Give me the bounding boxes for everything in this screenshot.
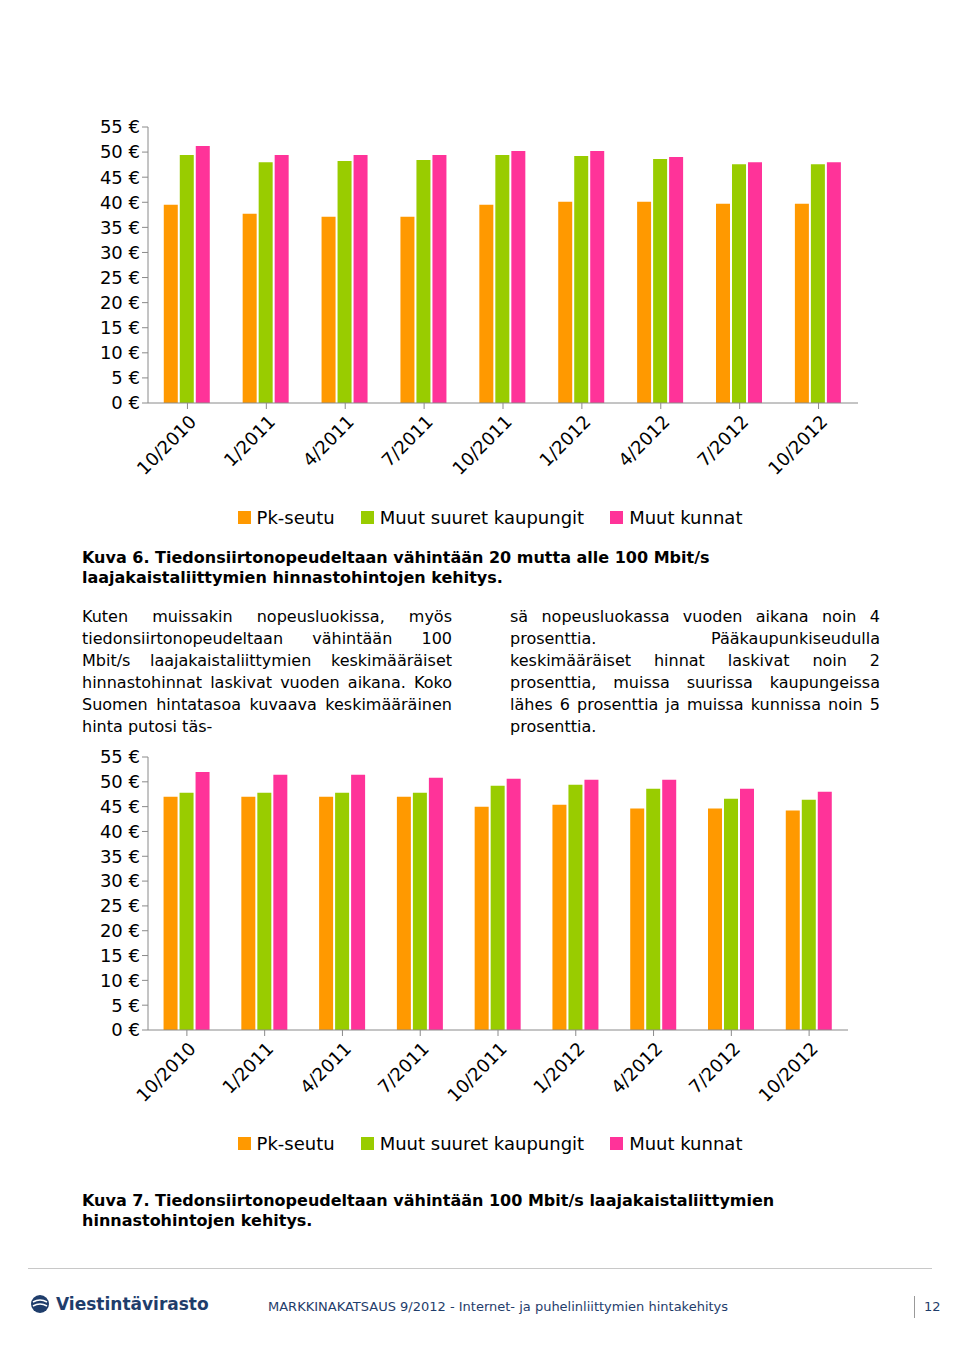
html-text:Kuten muissakin nopeusluokissa: Kuten muissakin nopeusluokissa, myös tie…: [82, 607, 452, 736]
svg-text:10/2011: 10/2011: [443, 1038, 511, 1106]
svg-text:0 €: 0 €: [111, 1019, 140, 1040]
svg-text:40 €: 40 €: [100, 192, 140, 213]
svg-text:1/2012: 1/2012: [535, 411, 595, 471]
svg-text:25 €: 25 €: [100, 895, 140, 916]
svg-text:10/2011: 10/2011: [448, 411, 516, 479]
html-text:Pk-seutu: Pk-seutu: [256, 507, 335, 528]
svg-text:15 €: 15 €: [100, 317, 140, 338]
svg-text:10 €: 10 €: [100, 970, 140, 991]
html-text:Kuva 6. Tiedonsiirtonopeudelta: Kuva 6. Tiedonsiirtonopeudeltaan vähintä…: [82, 548, 710, 587]
svg-text:15 €: 15 €: [100, 945, 140, 966]
html-text:Muut kunnat: Muut kunnat: [629, 1133, 743, 1154]
svg-text:55 €: 55 €: [100, 746, 140, 767]
svg-text:50 €: 50 €: [100, 141, 140, 162]
svg-text:7/2012: 7/2012: [685, 1038, 745, 1098]
svg-text:10 €: 10 €: [100, 342, 140, 363]
svg-text:35 €: 35 €: [100, 217, 140, 238]
svg-text:4/2012: 4/2012: [607, 1038, 667, 1098]
html-text:12: 12: [924, 1299, 941, 1314]
svg-text:20 €: 20 €: [100, 920, 140, 941]
svg-text:7/2012: 7/2012: [693, 411, 753, 471]
svg-text:10/2010: 10/2010: [132, 1038, 200, 1106]
html-text:Viestintävirasto: Viestintävirasto: [56, 1294, 209, 1314]
svg-text:35 €: 35 €: [100, 846, 140, 867]
svg-text:5 €: 5 €: [111, 367, 140, 388]
svg-text:25 €: 25 €: [100, 267, 140, 288]
svg-text:7/2011: 7/2011: [373, 1038, 433, 1098]
svg-text:7/2011: 7/2011: [377, 411, 437, 471]
svg-text:55 €: 55 €: [100, 116, 140, 137]
svg-text:4/2011: 4/2011: [298, 411, 358, 471]
svg-text:10/2010: 10/2010: [133, 411, 201, 479]
html-text:sä nopeusluokassa vuoden aikan: sä nopeusluokassa vuoden aikana noin 4 p…: [510, 607, 880, 736]
svg-text:20 €: 20 €: [100, 292, 140, 313]
html-text:Kuva 7. Tiedonsiirtonopeudelta: Kuva 7. Tiedonsiirtonopeudeltaan vähintä…: [82, 1191, 775, 1230]
svg-text:30 €: 30 €: [100, 242, 140, 263]
svg-text:1/2012: 1/2012: [529, 1038, 589, 1098]
html-text:Muut suuret kaupungit: Muut suuret kaupungit: [379, 507, 585, 528]
svg-text:1/2011: 1/2011: [218, 1038, 278, 1098]
svg-text:0 €: 0 €: [111, 392, 140, 413]
svg-text:4/2011: 4/2011: [296, 1038, 356, 1098]
svg-text:50 €: 50 €: [100, 771, 140, 792]
html-text:Muut suuret kaupungit: Muut suuret kaupungit: [379, 1133, 585, 1154]
html-text:Muut kunnat: Muut kunnat: [629, 507, 743, 528]
svg-text:4/2012: 4/2012: [614, 411, 674, 471]
svg-text:40 €: 40 €: [100, 821, 140, 842]
svg-text:30 €: 30 €: [100, 870, 140, 891]
svg-text:10/2012: 10/2012: [754, 1038, 822, 1106]
svg-text:1/2011: 1/2011: [220, 411, 280, 471]
html-text:Pk-seutu: Pk-seutu: [256, 1133, 335, 1154]
html-text:MARKKINAKATSAUS 9/2012 - Inter: MARKKINAKATSAUS 9/2012 - Internet- ja pu…: [268, 1299, 729, 1314]
svg-text:5 €: 5 €: [111, 995, 140, 1016]
svg-text:45 €: 45 €: [100, 796, 140, 817]
svg-text:45 €: 45 €: [100, 167, 140, 188]
svg-text:10/2012: 10/2012: [764, 411, 832, 479]
